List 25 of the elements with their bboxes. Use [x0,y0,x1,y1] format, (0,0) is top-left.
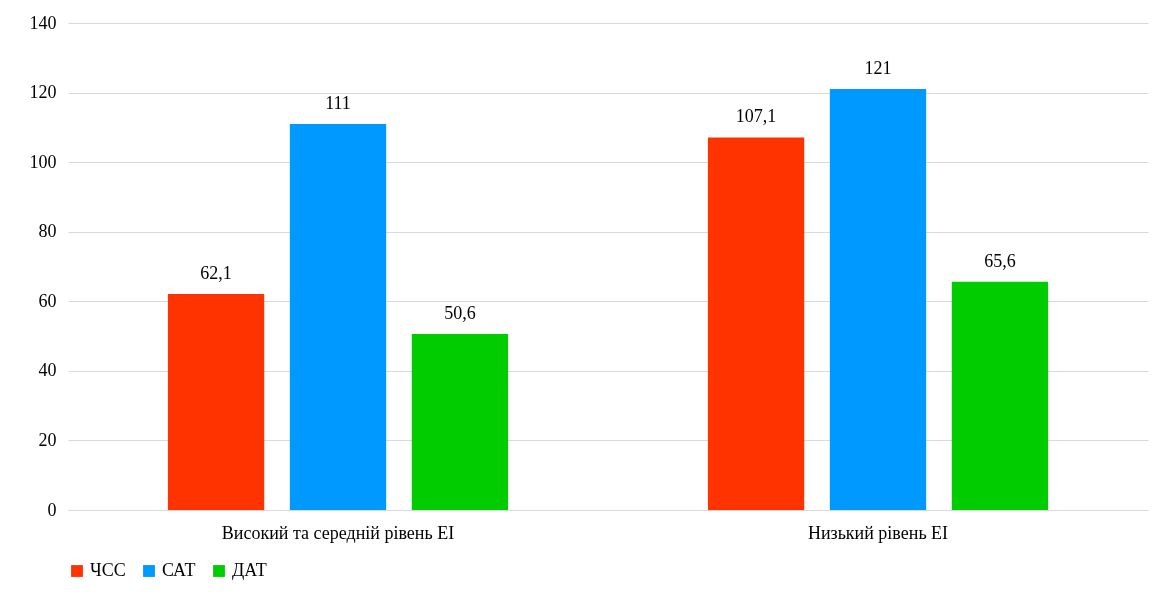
y-tick-label: 20 [38,429,57,450]
legend-label: ДАТ [232,560,267,580]
data-label: 121 [864,58,892,79]
data-label: 107,1 [735,106,777,127]
legend-label: ЧСС [90,560,126,580]
x-tick-label: Високий та середній рівень ЕІ [221,522,455,543]
data-label: 50,6 [444,302,476,323]
bar [951,281,1049,510]
data-label: 65,6 [984,250,1016,271]
bar [829,89,927,510]
legend-label: САТ [162,560,196,580]
data-label: 111 [325,92,351,113]
y-tick-label: 100 [29,151,57,172]
x-tick-label: Низький рівень ЕІ [807,522,949,543]
y-tick-label: 0 [47,499,57,520]
y-tick-label: 120 [29,82,57,103]
y-tick-label: 80 [38,221,57,242]
bar [411,333,509,510]
bar [707,137,805,510]
y-tick-label: 60 [38,290,57,311]
y-tick-label: 140 [29,12,57,33]
bar [289,123,387,510]
y-tick-label: 40 [38,360,57,381]
data-label: 62,1 [200,262,232,283]
bar [167,293,265,510]
